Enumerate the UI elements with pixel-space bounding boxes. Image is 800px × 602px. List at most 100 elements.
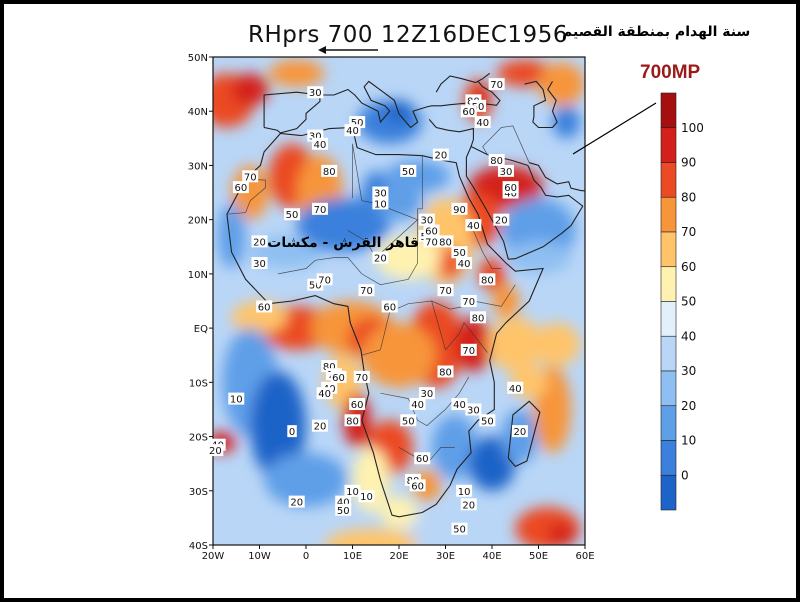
- level-label: 700MP: [640, 62, 701, 83]
- contour-label: 30: [307, 86, 324, 99]
- coastline-0: [226, 126, 544, 518]
- contour-label-text: 50: [472, 102, 485, 113]
- contour-label-text: 40: [467, 221, 480, 232]
- contour-label-bg: [330, 370, 347, 383]
- contour-label: 60: [423, 224, 440, 238]
- contour-label: 60: [414, 452, 431, 465]
- lat-tick-label: EQ: [194, 324, 208, 335]
- contour-label: 30: [497, 164, 514, 178]
- contour-label-bg: [409, 398, 426, 411]
- contour-label: 70: [423, 235, 440, 248]
- contour-label: 30: [465, 403, 482, 416]
- contour-label-bg: [414, 452, 431, 465]
- contour-label-text: 50: [402, 416, 415, 427]
- rh-region-53: [547, 523, 576, 545]
- contour-label-text: 80: [323, 167, 336, 178]
- rh-region-38: [250, 371, 306, 480]
- lon-tick-label: 50E: [529, 551, 548, 562]
- contour-label: 80: [488, 154, 505, 167]
- contour-label-bg: [409, 479, 426, 492]
- contour-label-text: 10: [458, 487, 471, 498]
- contour-label-text: 20: [209, 446, 222, 457]
- colorbar-segment: [660, 231, 677, 268]
- contour-label: 40: [507, 381, 524, 395]
- contour-label: 70: [460, 343, 477, 357]
- contour-label: 40: [465, 219, 482, 232]
- coastline-3: [263, 95, 321, 134]
- lon-tick-label: 0: [303, 551, 309, 562]
- contour-label-text: 20: [434, 151, 447, 162]
- contour-label: 20: [288, 495, 305, 509]
- contour-label: 50: [400, 164, 417, 178]
- contour-label-text: 30: [374, 189, 387, 200]
- contour-label-bg: [497, 164, 514, 177]
- contour-label-text: 20: [462, 500, 475, 511]
- contour-label-text: 50: [337, 506, 350, 517]
- contour-label: 80: [437, 365, 454, 378]
- colorbar-label: 70: [681, 225, 696, 239]
- colorbar-segment: [660, 127, 677, 163]
- contour-label: 70: [488, 78, 505, 91]
- rh-region-47: [468, 436, 516, 491]
- border-2: [347, 218, 418, 286]
- contour-label-bg: [316, 387, 333, 400]
- lon-tick-label: 30E: [436, 551, 455, 562]
- rh-region-34: [361, 322, 437, 388]
- lon-tick-label: 20W: [202, 551, 225, 562]
- contour-label-bg: [460, 498, 477, 511]
- contour-label-text: 50: [402, 167, 415, 178]
- coastline-6: [507, 400, 541, 468]
- contour-label-bg: [311, 137, 328, 150]
- contour-label-text: 40: [453, 400, 466, 411]
- rh-region-9: [250, 235, 325, 269]
- contour-label-text: 60: [258, 302, 271, 313]
- contour-label-bg: [358, 284, 375, 297]
- contour-label-bg: [232, 181, 249, 194]
- contour-label: 10: [358, 490, 375, 503]
- contour-label: 60: [330, 370, 347, 384]
- contour-label-bg: [437, 365, 454, 378]
- colorbar-segment: [660, 370, 677, 407]
- contour-label-bg: [349, 398, 366, 411]
- colorbar-segment: [660, 196, 677, 233]
- colorbar-segment: [660, 162, 677, 198]
- contour-label-bg: [353, 370, 370, 383]
- colorbar-label: 90: [681, 156, 696, 170]
- contour-label-text: 70: [425, 237, 438, 248]
- location-annotation: قاهر القرش - مكشات: [267, 235, 419, 251]
- contour-label-bg: [479, 414, 496, 427]
- contour-label-text: 30: [309, 132, 322, 143]
- contour-label-bg: [460, 343, 477, 356]
- colorbar-segment: [660, 92, 677, 129]
- contour-label-bg: [287, 425, 297, 438]
- contour-label-bg: [451, 398, 468, 411]
- contour-label: 20: [311, 419, 328, 433]
- contour-label-text: 70: [462, 297, 475, 308]
- contour-label: 60: [409, 479, 426, 492]
- rh-region-54: [408, 512, 465, 545]
- border-5: [361, 284, 516, 356]
- arabic-title: سنة الهدام بمنطقة القصيم: [562, 24, 751, 40]
- coastline-7: [529, 162, 585, 192]
- rh-region-8: [217, 203, 246, 269]
- contour-label-text: 30: [421, 216, 434, 227]
- contour-label-text: 10: [374, 199, 387, 210]
- contour-label-text: 50: [351, 118, 364, 129]
- colorbar-segment: [660, 474, 677, 511]
- contour-label-text: 60: [462, 107, 475, 118]
- contour-label-text: 40: [314, 140, 327, 151]
- contour-label-text: 40: [346, 126, 359, 137]
- colorbar-segment: [660, 266, 677, 302]
- lat-tick-label: 30S: [189, 487, 208, 498]
- contour-label: 50: [284, 208, 301, 221]
- contour-label-bg: [251, 257, 268, 270]
- axis-ticks: 20W 10W 0 10E 20E 30E 40E 50E 60E 50N 40N 30N 20N 10N…: [188, 53, 595, 562]
- lat-tick-label: 50N: [188, 53, 208, 64]
- map-title: RHprs 700 12Z16DEC1956: [248, 22, 568, 48]
- contour-label-bg: [242, 170, 259, 183]
- contour-label-bg: [470, 311, 487, 324]
- contour-label: 70: [353, 370, 370, 384]
- contour-label-bg: [418, 387, 435, 400]
- colorbar-label: 80: [681, 190, 696, 204]
